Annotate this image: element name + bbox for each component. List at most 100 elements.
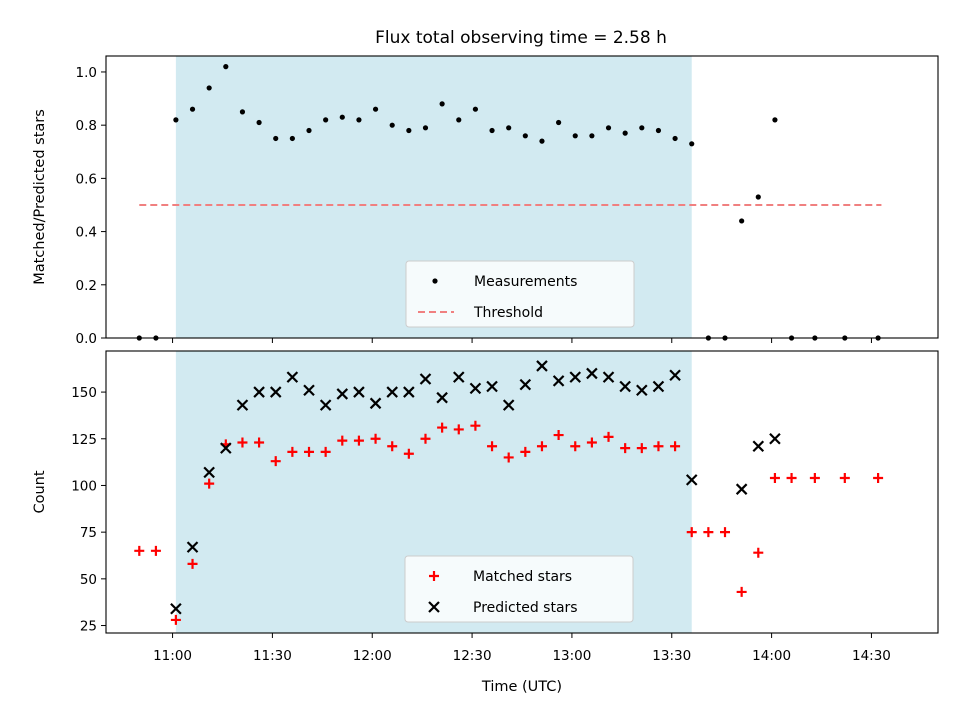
data-point <box>389 122 395 128</box>
data-point <box>639 125 645 131</box>
data-point <box>772 117 778 123</box>
x-tick-label: 13:30 <box>652 648 691 664</box>
data-point <box>187 558 198 569</box>
legend-label: Predicted stars <box>473 600 578 616</box>
legend-box <box>405 260 635 328</box>
data-point <box>337 435 348 446</box>
data-point <box>502 399 515 411</box>
data-point <box>220 442 232 454</box>
data-point <box>370 433 381 444</box>
data-point <box>150 545 161 556</box>
legend-marker <box>429 571 439 581</box>
data-point <box>289 135 295 142</box>
y-tick-label: 1.0 <box>76 65 97 81</box>
data-point <box>556 119 562 126</box>
y-tick-label: 125 <box>71 432 97 448</box>
data-point <box>403 386 415 398</box>
x-tick-label: 14:30 <box>852 648 891 664</box>
data-point <box>519 378 532 391</box>
figure-title: Flux total observing time = 2.58 h <box>375 28 667 48</box>
data-point <box>304 446 315 457</box>
data-point <box>655 127 662 134</box>
data-point <box>356 117 362 123</box>
data-point <box>269 386 282 398</box>
count-panel: 25 50 75 100 125 150 11:00 11:30 12:00 12:30 13:00… <box>32 350 939 695</box>
x-tick-label: 13:00 <box>552 648 591 664</box>
data-point <box>569 371 582 383</box>
data-point <box>204 478 215 489</box>
data-point <box>487 441 498 452</box>
data-point <box>653 441 664 452</box>
ratio-panel: 0.0 0.2 0.4 0.6 0.8 1.0 Matched/Predicted star… <box>32 55 939 347</box>
legend: Measurements Threshold <box>405 260 635 328</box>
series-predicted-stars <box>170 360 781 615</box>
legend-box <box>404 555 634 623</box>
data-point <box>372 106 379 112</box>
x-tick-label: 11:00 <box>153 648 192 664</box>
legend-label: Measurements <box>474 274 577 290</box>
data-point <box>256 119 262 126</box>
data-point <box>506 125 512 131</box>
data-point <box>720 527 731 538</box>
data-point <box>636 443 647 454</box>
data-point <box>572 133 578 139</box>
data-point <box>602 371 615 383</box>
x-tick-label: 14:00 <box>752 648 791 664</box>
x-axis-label: Time (UTC) <box>481 679 562 695</box>
data-point <box>306 127 312 134</box>
data-point <box>619 380 631 393</box>
y-tick-label: 0.8 <box>76 118 97 134</box>
data-point <box>669 369 681 382</box>
data-point <box>436 391 448 404</box>
legend-marker <box>428 601 440 613</box>
data-point <box>303 384 315 396</box>
y-tick-label: 0.0 <box>76 331 97 347</box>
y-tick-label: 75 <box>80 525 97 541</box>
data-point <box>605 125 612 131</box>
data-point <box>622 130 628 136</box>
data-point <box>472 106 479 112</box>
data-point <box>652 380 665 393</box>
data-point <box>403 448 414 459</box>
data-point <box>437 422 448 433</box>
data-point <box>253 386 265 398</box>
data-point <box>206 85 212 91</box>
axes-frame <box>105 55 939 339</box>
y-tick-label: 25 <box>80 619 97 635</box>
x-tick-label: 12:00 <box>353 648 392 664</box>
y-tick-label: 0.4 <box>76 225 97 241</box>
data-point <box>755 194 761 200</box>
y-tick-label: 150 <box>71 385 97 401</box>
data-point <box>689 141 695 147</box>
data-point <box>686 527 697 538</box>
data-point <box>270 456 281 467</box>
data-point <box>323 117 329 123</box>
x-tick-label: 11:30 <box>253 648 292 664</box>
data-point <box>170 614 181 625</box>
data-point <box>769 472 780 483</box>
data-point <box>353 386 365 398</box>
y-tick-label: 100 <box>71 478 97 494</box>
data-point <box>786 472 797 483</box>
data-point <box>336 388 349 400</box>
series-matched-stars <box>134 420 884 625</box>
data-point <box>186 541 199 553</box>
legend-label: Matched stars <box>473 569 572 585</box>
y-axis-label: Matched/Predicted stars <box>32 109 48 285</box>
data-point <box>539 138 545 144</box>
data-point <box>552 375 565 387</box>
data-point <box>739 218 745 224</box>
data-point <box>320 446 331 457</box>
data-point <box>522 133 528 139</box>
data-point <box>453 424 464 435</box>
data-point <box>236 399 249 411</box>
data-point <box>636 384 648 396</box>
data-point <box>239 109 246 115</box>
data-point <box>254 437 265 448</box>
data-point <box>586 367 598 380</box>
data-point <box>203 466 215 479</box>
data-point <box>469 382 482 395</box>
data-point <box>769 432 781 445</box>
data-point <box>536 441 547 452</box>
